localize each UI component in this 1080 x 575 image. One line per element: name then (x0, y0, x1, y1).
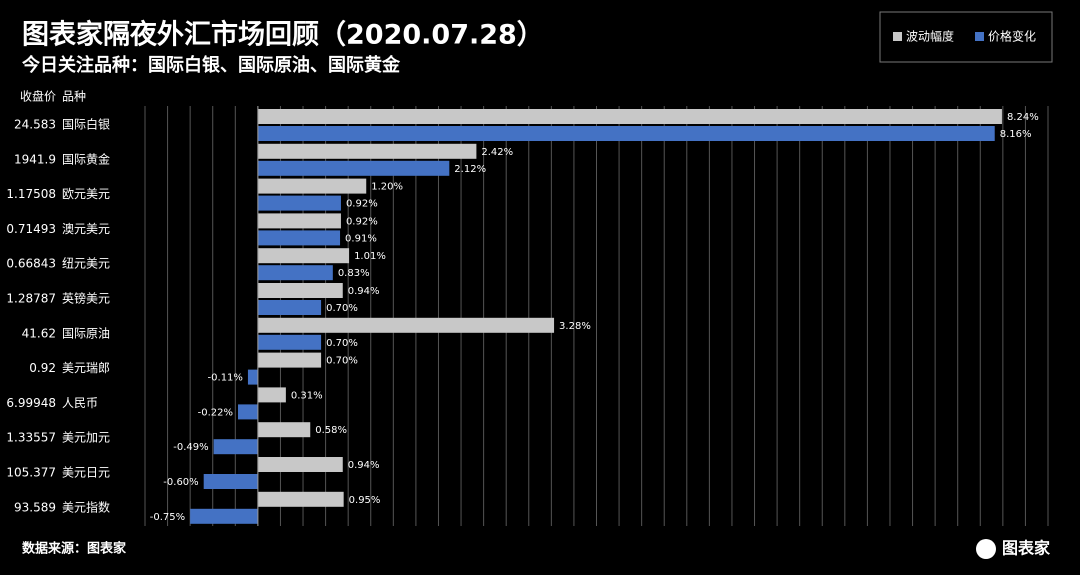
category-label: 美元加元 (62, 431, 110, 445)
value-label: 0.92% (346, 199, 378, 210)
value-label: 8.16% (1000, 129, 1032, 140)
price-label: 1.17508 (6, 187, 56, 201)
legend-label: 波动幅度 (906, 29, 954, 44)
category-label: 国际原油 (62, 326, 110, 340)
bar (257, 195, 341, 211)
bar (257, 422, 311, 438)
legend-label: 价格变化 (988, 29, 1036, 44)
bar (257, 213, 341, 229)
bar (257, 457, 343, 472)
value-label: 0.70% (326, 338, 358, 349)
bar (257, 160, 450, 176)
bar (257, 230, 341, 246)
source: 数据来源：图表家 (22, 541, 127, 557)
logo-text: 图表家 (1002, 539, 1051, 558)
bar (257, 352, 322, 368)
bar (257, 265, 333, 281)
bar (257, 143, 477, 159)
value-label: 2.12% (454, 164, 486, 175)
bar (257, 334, 322, 350)
price-label: 0.66843 (6, 257, 56, 271)
value-label: 0.70% (326, 303, 358, 314)
price-label: 0.71493 (6, 222, 56, 236)
category-label: 纽元美元 (62, 257, 110, 271)
chart-title: 图表家隔夜外汇市场回顾（2020.07.28） (22, 19, 544, 51)
value-label: 0.70% (326, 356, 358, 367)
value-label: 0.94% (348, 286, 380, 297)
price-label: 1941.9 (14, 152, 56, 166)
chart-subtitle: 今日关注品种：国际白银、国际原油、国际黄金 (22, 54, 401, 76)
bar (247, 369, 258, 385)
price-label: 1.28787 (6, 292, 56, 306)
price-header: 收盘价 (20, 89, 56, 104)
legend-swatch (893, 32, 902, 41)
legend-box (879, 11, 1053, 63)
value-label: 0.58% (315, 425, 347, 436)
bar (257, 317, 555, 333)
price-label: 6.99948 (6, 396, 56, 410)
price-label: 105.377 (6, 466, 56, 480)
category-label: 英镑美元 (62, 291, 110, 306)
value-label: 0.95% (349, 495, 381, 506)
price-label: 93.589 (14, 500, 56, 514)
value-label: 0.91% (345, 233, 377, 244)
bar (257, 300, 322, 315)
category-label: 国际白银 (62, 117, 110, 132)
bar (257, 387, 286, 403)
category-label: 澳元美元 (62, 222, 110, 236)
bar (257, 248, 350, 264)
bar (257, 283, 343, 298)
bar (257, 178, 367, 194)
logo: 图表家 (976, 539, 1051, 559)
price-label: 0.92 (29, 361, 56, 375)
bar (203, 474, 258, 489)
price-label: 1.33557 (6, 431, 56, 445)
value-label: -0.60% (163, 477, 198, 488)
value-label: 1.01% (354, 251, 386, 262)
value-label: 1.20% (371, 182, 403, 193)
value-label: 8.24% (1007, 112, 1039, 123)
bar (213, 439, 258, 455)
category-header: 品种 (62, 90, 86, 104)
value-label: -0.75% (150, 512, 185, 523)
value-label: 3.28% (559, 321, 591, 332)
category-label: 欧元美元 (62, 187, 110, 201)
value-label: -0.49% (173, 442, 208, 453)
bar (238, 404, 258, 420)
bar (190, 508, 258, 524)
value-label: 0.94% (348, 460, 380, 471)
category-label: 美元日元 (62, 466, 110, 480)
bar (257, 126, 995, 141)
category-label: 人民币 (62, 396, 98, 410)
legend-swatch (975, 32, 984, 41)
value-label: 0.31% (291, 390, 323, 401)
value-label: 2.42% (481, 147, 513, 158)
price-label: 24.583 (14, 118, 56, 132)
category-label: 国际黄金 (62, 151, 110, 166)
value-label: 0.83% (338, 268, 370, 279)
category-label: 美元瑞郎 (62, 361, 110, 375)
value-label: -0.11% (208, 373, 243, 384)
logo-icon (976, 539, 996, 559)
category-label: 美元指数 (62, 499, 110, 514)
value-label: 0.92% (346, 216, 378, 227)
bar (257, 491, 344, 507)
value-label: -0.22% (198, 407, 233, 418)
bar (257, 109, 1002, 124)
price-label: 41.62 (22, 326, 56, 340)
